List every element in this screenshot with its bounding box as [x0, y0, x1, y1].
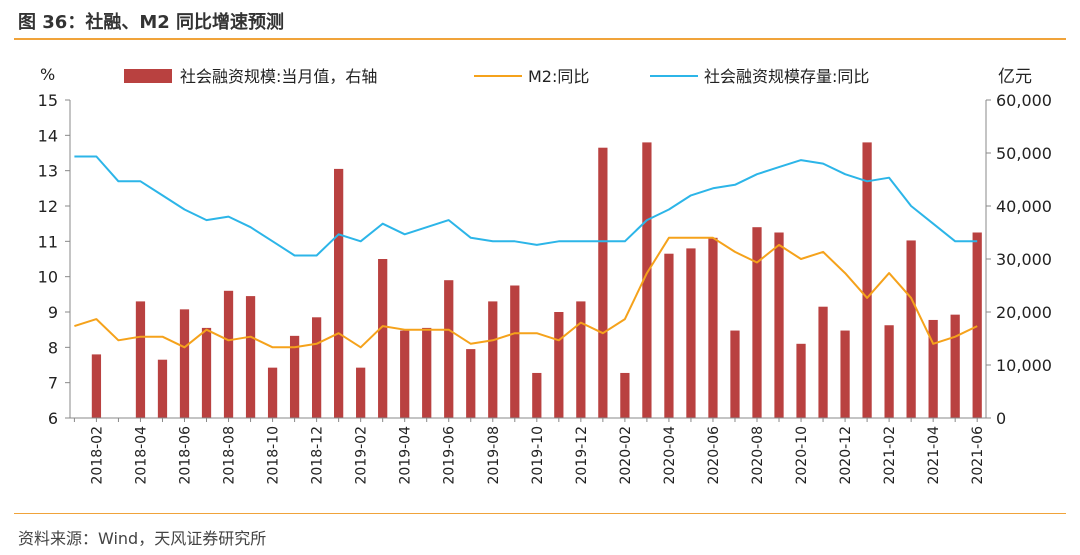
left-tick-label: 10: [38, 268, 58, 287]
x-tick-label: 2019-10: [530, 426, 546, 485]
bar: [730, 330, 740, 418]
bar: [400, 330, 410, 418]
x-tick-label: 2018-08: [222, 426, 238, 485]
left-tick-label: 13: [38, 162, 58, 181]
right-axis-unit: 亿元: [998, 67, 1032, 87]
right-tick-label: 60,000: [996, 91, 1052, 110]
bar: [884, 325, 894, 418]
x-tick-label: 2019-04: [398, 426, 414, 485]
bar: [862, 142, 872, 418]
left-tick-label: 6: [48, 409, 58, 428]
x-tick-label: 2021-04: [926, 426, 942, 485]
bar: [950, 314, 960, 418]
line-tsf-stock-yoy: [74, 155, 978, 257]
bar-series-tsf-monthly: [91, 142, 982, 418]
x-tick-label: 2018-06: [178, 426, 194, 485]
line-series: [74, 155, 978, 349]
x-tick-label: 2021-06: [970, 426, 986, 485]
x-tick-label: 2021-02: [882, 426, 898, 485]
left-tick-label: 7: [48, 374, 58, 393]
x-tick-label: 2020-04: [662, 426, 678, 485]
x-tick-label: 2020-12: [838, 426, 854, 485]
x-tick-label: 2019-12: [574, 426, 590, 485]
x-tick-label: 2020-08: [750, 426, 766, 485]
bar: [664, 253, 674, 418]
right-tick-label: 10,000: [996, 356, 1052, 375]
x-tick-label: 2018-12: [310, 426, 326, 485]
bar: [311, 317, 322, 418]
x-tick-label: 2019-08: [486, 426, 502, 485]
bar: [972, 232, 982, 418]
legend-label-bar: 社会融资规模:当月值，右轴: [180, 67, 377, 86]
bar: [598, 147, 608, 418]
legend-label-m2: M2:同比: [528, 67, 589, 86]
right-tick-label: 0: [996, 409, 1006, 428]
bar: [488, 301, 498, 418]
bar: [510, 285, 520, 418]
right-tick-label: 40,000: [996, 197, 1052, 216]
x-tick-label: 2018-10: [266, 426, 282, 485]
bar: [245, 296, 256, 418]
axes: 6 7 8 9 10 11 12 13 14 15 0 10,000 20,000 30,000 40,00…: [38, 91, 1052, 485]
bar: [334, 168, 344, 418]
x-tick-label: 2018-04: [133, 426, 149, 485]
bar: [532, 372, 542, 418]
right-tick-label: 20,000: [996, 303, 1052, 322]
bar: [796, 343, 806, 418]
left-tick-label: 12: [38, 197, 58, 216]
bar: [554, 312, 564, 418]
x-tick-label: 2019-06: [442, 426, 458, 485]
x-tick-label: 2020-02: [618, 426, 634, 485]
x-tick-label: 2018-02: [89, 426, 105, 485]
bar: [774, 232, 784, 418]
bar: [201, 327, 212, 418]
legend-swatch-bar: [124, 69, 172, 83]
bar: [686, 248, 696, 418]
bar: [157, 359, 168, 418]
combo-chart: 6 7 8 9 10 11 12 13 14 15 0 10,000 20,000 30,000 40,00…: [38, 65, 1052, 485]
left-tick-label: 8: [48, 338, 58, 357]
bar: [466, 349, 476, 418]
x-tick-label: 2019-02: [354, 426, 370, 485]
bar: [642, 142, 652, 418]
bar: [576, 301, 586, 418]
left-tick-label: 9: [48, 303, 58, 322]
left-tick-label: 15: [38, 91, 58, 110]
bar: [179, 309, 190, 418]
footer-divider: [14, 513, 1066, 514]
left-axis-unit: %: [40, 65, 55, 84]
bar: [928, 319, 938, 418]
source-note: 资料来源：Wind，天风证券研究所: [18, 529, 267, 548]
bar: [444, 280, 454, 418]
bar: [620, 372, 630, 418]
bar: [135, 301, 146, 418]
bar: [356, 367, 366, 418]
title-divider: [14, 38, 1066, 40]
bar: [91, 354, 102, 418]
bar: [840, 330, 850, 418]
bar: [752, 227, 762, 418]
bar: [378, 259, 388, 418]
bar: [267, 367, 278, 418]
bar: [906, 240, 916, 418]
legend: 社会融资规模:当月值，右轴 M2:同比 社会融资规模存量:同比: [124, 67, 869, 86]
bar: [708, 237, 718, 418]
bar: [422, 327, 432, 418]
x-tick-label: 2020-06: [706, 426, 722, 485]
bar: [818, 306, 828, 418]
left-tick-label: 14: [38, 126, 58, 145]
right-tick-label: 50,000: [996, 144, 1052, 163]
line-m2-yoy: [74, 236, 978, 349]
bar: [289, 335, 300, 418]
x-tick-label: 2020-10: [794, 426, 810, 485]
legend-label-tsf: 社会融资规模存量:同比: [704, 67, 869, 86]
left-tick-label: 11: [38, 232, 58, 251]
page-title: 图 36：社融、M2 同比增速预测: [18, 12, 285, 33]
right-tick-label: 30,000: [996, 250, 1052, 269]
bar: [223, 290, 234, 418]
